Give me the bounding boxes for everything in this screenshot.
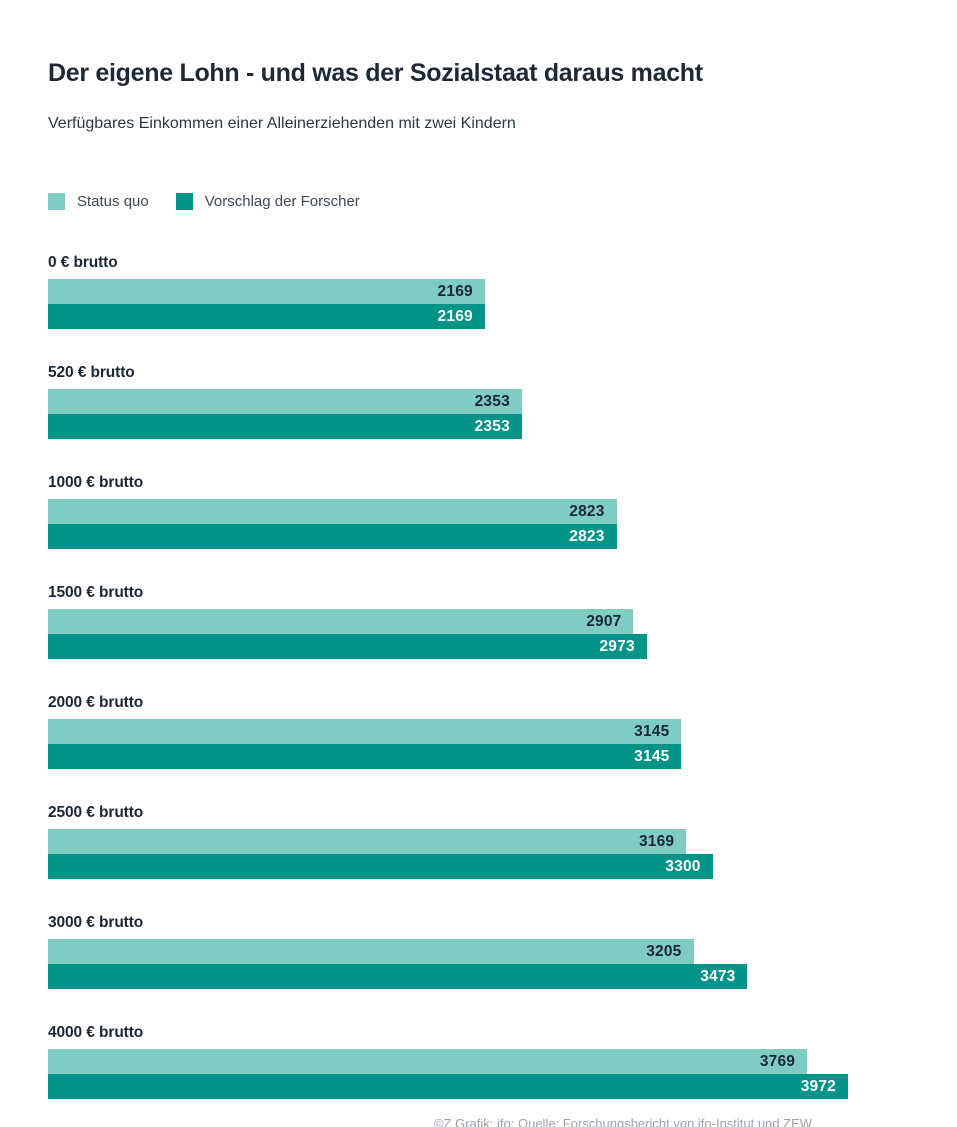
bar-value-label: 2353 — [474, 392, 510, 410]
legend-label-vorschlag: Vorschlag der Forscher — [204, 193, 360, 210]
bar-value-label: 2823 — [569, 527, 605, 545]
bar-group-label: 4000 € brutto — [48, 1024, 144, 1041]
bar-group-label: 2000 € brutto — [48, 694, 144, 711]
bar-vorschlag: 3300 — [48, 854, 713, 879]
bar-group: 1000 € brutto 2823 2823 — [48, 474, 848, 549]
bar-status-quo: 3169 — [48, 829, 687, 854]
bar-vorschlag: 2823 — [48, 524, 617, 549]
bar-value-label: 2353 — [474, 417, 510, 435]
bar-status-quo: 2169 — [48, 279, 485, 304]
source-attribution: ©Z Grafik; ifo; Quelle: Forschungsberich… — [434, 1116, 813, 1127]
bar-value-label: 3169 — [638, 832, 675, 850]
bar-status-quo: 3205 — [48, 939, 694, 964]
bar-group: 1500 € brutto 2907 2973 — [48, 584, 848, 659]
legend-swatch-status-quo-icon — [48, 193, 65, 210]
bar-status-quo: 2353 — [48, 389, 522, 414]
bar-value-label: 3769 — [759, 1052, 796, 1070]
chart-subtitle: Verfügbares Einkommen einer Alleinerzieh… — [48, 115, 516, 132]
bar-group-label: 1500 € brutto — [48, 584, 144, 601]
bar-vorschlag: 2353 — [48, 414, 522, 439]
bar-value-label: 3972 — [800, 1077, 836, 1095]
bar-value-label: 2823 — [569, 502, 605, 520]
bar-value-label: 3300 — [665, 857, 701, 875]
bar-value-label: 3473 — [700, 967, 736, 985]
bar-group-label: 3000 € brutto — [48, 914, 144, 931]
bar-status-quo: 2907 — [48, 609, 634, 634]
bar-group: 4000 € brutto 3769 3972 — [48, 1024, 848, 1099]
bar-vorschlag: 3473 — [48, 964, 748, 989]
bar-value-label: 2973 — [599, 637, 635, 655]
bar-value-label: 2169 — [437, 307, 473, 325]
bar-status-quo: 2823 — [48, 499, 617, 524]
bar-group-label: 520 € brutto — [48, 364, 135, 381]
bar-value-label: 3145 — [634, 747, 670, 765]
bar-group: 2000 € brutto 3145 3145 — [48, 694, 848, 769]
bar-vorschlag: 3145 — [48, 744, 682, 769]
bar-value-label: 2907 — [586, 612, 622, 630]
bar-value-label: 3145 — [634, 722, 670, 740]
legend-label-status-quo: Status quo — [77, 193, 149, 210]
bar-value-label: 2169 — [437, 282, 473, 300]
bar-group: 0 € brutto 2169 2169 — [48, 254, 848, 329]
legend-item-vorschlag: Vorschlag der Forscher — [175, 193, 360, 210]
bar-group: 2500 € brutto 3169 3300 — [48, 804, 848, 879]
bar-group-label: 2500 € brutto — [48, 804, 144, 821]
bar-vorschlag: 3972 — [48, 1074, 848, 1099]
page-title: Der eigene Lohn - und was der Sozialstaa… — [48, 58, 703, 87]
bar-vorschlag: 2973 — [48, 634, 647, 659]
bar-value-label: 3205 — [646, 942, 682, 960]
bar-group: 3000 € brutto 3205 3473 — [48, 914, 848, 989]
legend-item-status-quo: Status quo — [48, 193, 149, 210]
chart: 0 € brutto 2169 2169 520 € brutto 2353 2353 10… — [48, 254, 848, 1127]
bar-group-label: 0 € brutto — [48, 254, 118, 271]
bar-group: 520 € brutto 2353 2353 — [48, 364, 848, 439]
bar-vorschlag: 2169 — [48, 304, 485, 329]
bar-status-quo: 3145 — [48, 719, 682, 744]
bar-status-quo: 3769 — [48, 1049, 808, 1074]
bar-group-label: 1000 € brutto — [48, 474, 144, 491]
legend-swatch-vorschlag-icon — [175, 193, 193, 210]
legend: Status quo Vorschlag der Forscher — [48, 193, 360, 210]
